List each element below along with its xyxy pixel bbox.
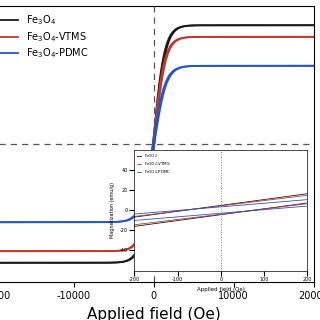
X-axis label: Applied field (Oe): Applied field (Oe) — [87, 307, 220, 320]
Legend: Fe$_3$O$_4$, Fe$_3$O$_4$-VTMS, Fe$_3$O$_4$-PDMC: Fe$_3$O$_4$, Fe$_3$O$_4$-VTMS, Fe$_3$O$_… — [0, 11, 90, 62]
